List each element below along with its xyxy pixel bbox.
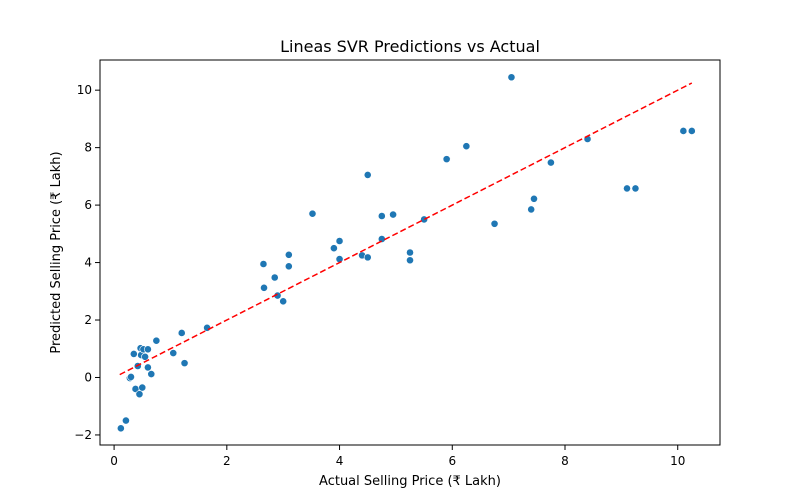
data-point — [144, 345, 152, 354]
data-point — [335, 237, 344, 245]
data-point — [406, 256, 414, 265]
data-point — [169, 349, 178, 357]
data-point — [462, 142, 471, 151]
data-point — [284, 250, 293, 259]
x-tick-label: 0 — [110, 454, 118, 468]
y-axis-label: Predicted Selling Price (₹ Lakh) — [49, 151, 64, 353]
data-point — [442, 155, 451, 164]
y-tick-label: 0 — [84, 370, 92, 384]
data-point — [389, 210, 397, 219]
y-tick-label: 4 — [84, 256, 92, 270]
data-point — [507, 73, 516, 82]
data-points — [116, 73, 696, 433]
x-tick-label: 10 — [670, 454, 685, 468]
y-tick-label: −2 — [74, 428, 92, 442]
y-tick-label: 2 — [84, 313, 92, 327]
data-point — [152, 336, 161, 345]
y-tick-label: 10 — [77, 83, 92, 97]
data-point — [260, 283, 268, 292]
x-tick-label: 2 — [223, 454, 231, 468]
data-point — [141, 352, 149, 361]
chart-title: Lineas SVR Predictions vs Actual — [280, 37, 540, 56]
data-point — [335, 255, 344, 264]
data-point — [527, 205, 536, 214]
data-point — [147, 370, 156, 378]
data-point — [687, 127, 696, 135]
data-point — [279, 297, 288, 306]
plot-frame — [99, 59, 721, 446]
data-point — [129, 350, 138, 358]
data-point — [363, 253, 372, 262]
data-point — [420, 215, 428, 224]
x-axis-ticks: 0 2 4 6 8 10 — [110, 445, 685, 468]
y-tick-label: 8 — [84, 141, 92, 155]
data-point — [144, 363, 152, 372]
data-point — [308, 209, 317, 218]
y-axis-ticks: −2 0 2 4 6 8 10 — [74, 83, 100, 442]
data-point — [679, 127, 688, 135]
data-point — [490, 219, 499, 228]
x-tick-label: 6 — [448, 454, 456, 468]
data-point — [530, 194, 538, 203]
data-point — [363, 171, 372, 179]
data-point — [138, 383, 147, 392]
data-point — [284, 262, 293, 271]
data-point — [631, 184, 640, 193]
data-point — [623, 184, 631, 193]
y-tick-label: 6 — [84, 198, 92, 212]
data-point — [116, 424, 125, 433]
data-point — [547, 158, 555, 167]
x-tick-label: 4 — [336, 454, 344, 468]
data-point — [377, 212, 386, 220]
x-tick-label: 8 — [561, 454, 569, 468]
data-point — [135, 390, 144, 399]
data-point — [330, 244, 338, 253]
data-point — [177, 329, 186, 337]
x-axis-label: Actual Selling Price (₹ Lakh) — [319, 474, 501, 489]
data-point — [406, 248, 414, 257]
data-point — [270, 273, 279, 282]
data-point — [203, 323, 211, 332]
data-point — [259, 260, 268, 268]
data-point — [127, 373, 135, 381]
data-point — [122, 416, 130, 425]
reference-line — [119, 82, 693, 376]
data-point — [180, 359, 189, 368]
